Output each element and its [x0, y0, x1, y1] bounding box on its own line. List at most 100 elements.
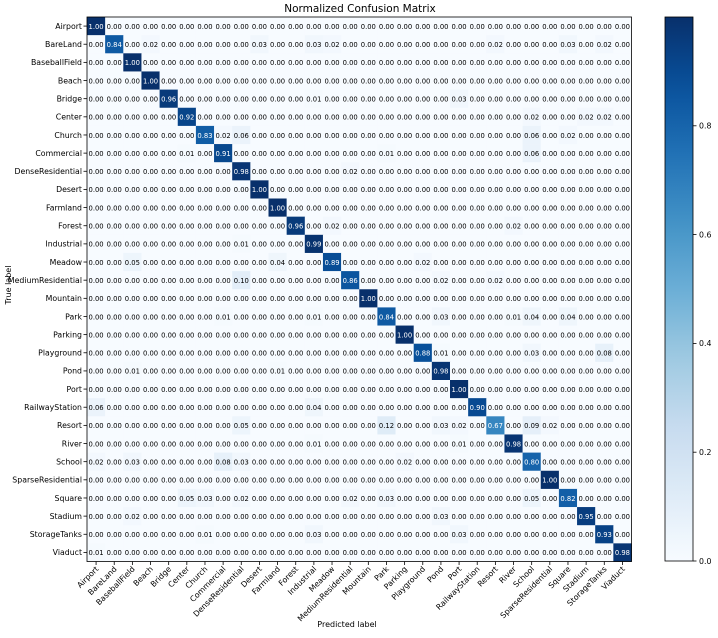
cell-value-label: 0.00	[415, 458, 430, 466]
cell-value-label: 0.00	[433, 95, 448, 103]
heatmap-cell	[250, 343, 269, 363]
cell-value-label: 0.00	[143, 313, 158, 321]
cell-value-label: 0.91	[216, 150, 231, 158]
cell-value-label: 1.00	[89, 23, 104, 31]
heatmap-cell	[341, 488, 360, 508]
heatmap-cell	[268, 307, 287, 326]
cell-value-label: 0.00	[379, 59, 394, 67]
cell-value-label: 0.00	[197, 386, 212, 394]
heatmap-cell	[141, 343, 160, 363]
cell-value-label: 0.00	[143, 168, 158, 176]
heatmap-cell	[504, 17, 523, 36]
cell-value-label: 0.00	[252, 313, 267, 321]
colorbar-tick-label: 0.4	[699, 339, 711, 348]
cell-value-label: 0.00	[415, 277, 430, 285]
heatmap-cell	[87, 488, 106, 508]
cell-value-label: 0.00	[125, 95, 140, 103]
cell-value-label: 0.00	[506, 458, 521, 466]
heatmap-cell	[159, 35, 179, 54]
cell-value-label: 0.00	[615, 440, 630, 448]
heatmap-cell	[395, 180, 414, 199]
cell-value-label: 0.00	[179, 368, 194, 376]
cell-value-label: 0.00	[579, 404, 594, 412]
y-tick-label: BareLand	[45, 40, 82, 49]
heatmap-cell	[577, 198, 596, 217]
cell-value-label: 0.00	[216, 23, 231, 31]
heatmap-cell	[141, 452, 160, 472]
heatmap-cell	[322, 271, 342, 290]
heatmap-cell	[195, 271, 215, 290]
heatmap-cell	[250, 271, 269, 290]
cell-value-label: 0.00	[560, 168, 575, 176]
heatmap-cell	[558, 17, 578, 36]
y-axis-label: True label	[4, 266, 13, 306]
heatmap-cell	[214, 416, 233, 435]
cell-value-label: 0.00	[107, 59, 122, 67]
cell-value-label: 0.89	[324, 259, 339, 267]
heatmap-cell	[268, 343, 287, 363]
cell-value-label: 0.00	[179, 223, 194, 231]
cell-value-label: 0.00	[397, 386, 412, 394]
cell-value-label: 0.00	[597, 223, 612, 231]
y-tick-label: Beach	[58, 76, 82, 85]
heatmap-cell	[159, 361, 179, 381]
heatmap-cell	[558, 398, 578, 417]
heatmap-cell	[304, 525, 324, 544]
heatmap-cell	[395, 198, 414, 217]
cell-value-label: 0.00	[143, 531, 158, 539]
heatmap-cell	[577, 543, 596, 562]
heatmap-cell	[450, 507, 469, 526]
heatmap-cell	[232, 507, 251, 526]
heatmap-cell	[250, 470, 269, 490]
heatmap-cell	[577, 470, 596, 490]
heatmap-cell	[341, 162, 360, 181]
cell-value-label: 0.00	[161, 59, 176, 67]
cell-value-label: 0.00	[107, 531, 122, 539]
cell-value-label: 0.00	[560, 204, 575, 212]
cell-value-label: 0.00	[579, 331, 594, 339]
heatmap-cell	[413, 325, 433, 344]
cell-value-label: 0.00	[143, 59, 158, 67]
cell-value-label: 0.00	[379, 404, 394, 412]
heatmap-cell	[540, 507, 560, 526]
heatmap-cell	[431, 234, 451, 254]
heatmap-cell	[141, 470, 160, 490]
cell-value-label: 0.00	[488, 331, 503, 339]
heatmap-cell	[268, 144, 287, 163]
heatmap-cell	[123, 470, 142, 490]
heatmap-cell	[359, 180, 378, 199]
cell-value-label: 0.00	[397, 241, 412, 249]
heatmap-cell	[504, 398, 523, 417]
colorbar-gradient	[664, 16, 694, 562]
heatmap-cell	[540, 416, 560, 435]
cell-value-label: 0.00	[288, 168, 303, 176]
heatmap-cell	[304, 289, 324, 308]
heatmap-cell	[540, 543, 560, 562]
cell-value-label: 0.00	[488, 313, 503, 321]
heatmap-cell	[504, 343, 523, 363]
cell-value-label: 0.92	[179, 114, 194, 122]
cell-value-label: 0.00	[361, 277, 376, 285]
x-tick-labels: AirportBareLandBaseballFieldBeachBridgeC…	[75, 561, 627, 623]
cell-value-label: 0.00	[125, 223, 140, 231]
heatmap-cell	[377, 325, 396, 344]
cell-value-label: 0.00	[397, 313, 412, 321]
cell-value-label: 0.00	[397, 531, 412, 539]
heatmap-cell	[341, 144, 360, 163]
heatmap-cell	[577, 144, 596, 163]
heatmap-cell	[159, 543, 179, 562]
cell-value-label: 0.00	[143, 223, 158, 231]
heatmap-cell	[341, 507, 360, 526]
cell-value-label: 0.00	[197, 59, 212, 67]
cell-value-label: 0.00	[542, 313, 557, 321]
heatmap-cell	[141, 125, 160, 145]
heatmap-cell	[214, 162, 233, 181]
heatmap-cell	[504, 507, 523, 526]
cell-value-label: 0.00	[524, 440, 539, 448]
heatmap-cell	[504, 380, 523, 399]
heatmap-cell	[286, 71, 306, 90]
heatmap-cell	[250, 525, 269, 544]
cell-value-label: 0.00	[306, 458, 321, 466]
cell-value-label: 0.00	[615, 59, 630, 67]
heatmap-cell	[286, 180, 306, 199]
